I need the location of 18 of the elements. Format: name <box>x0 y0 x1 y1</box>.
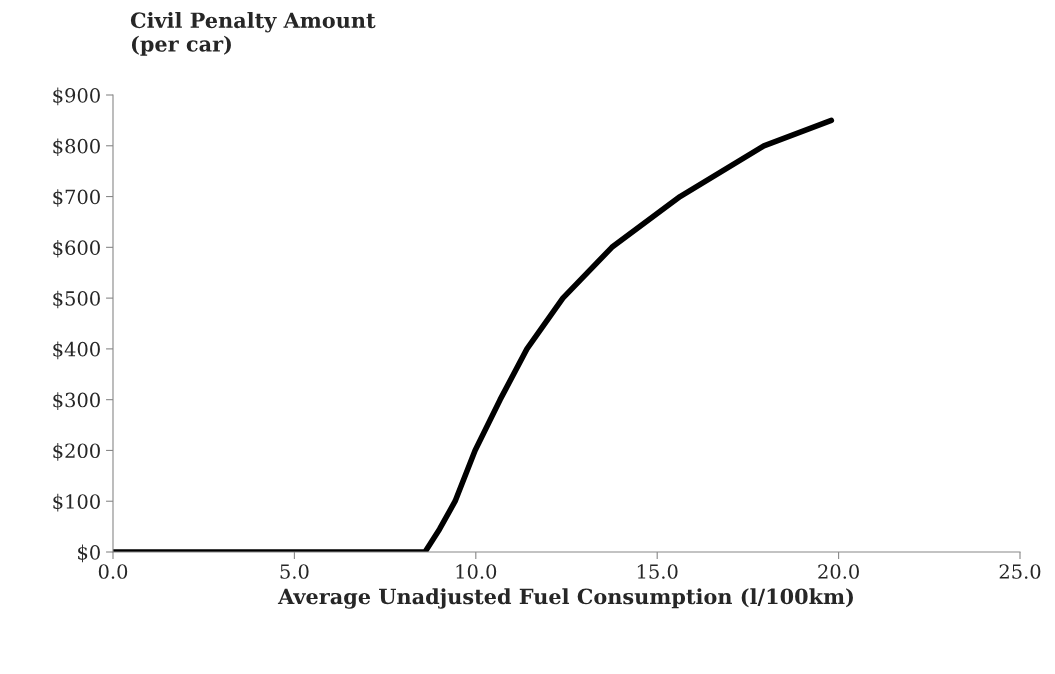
x-tick-label: 20.0 <box>818 564 859 579</box>
x-tick-label: 5.0 <box>280 564 309 579</box>
y-tick-label: $700 <box>53 189 100 207</box>
y-tick-label: $600 <box>53 239 100 258</box>
y-tick-label: $200 <box>53 443 100 461</box>
y-tick-label: $0 <box>78 544 100 563</box>
x-tick-label: 0.0 <box>98 564 128 579</box>
y-tick-label: $300 <box>53 392 100 410</box>
y-tick-label: $100 <box>53 493 100 512</box>
x-axis-title: Average Unadjusted Fuel Consumption (l/100km) <box>277 588 853 609</box>
y-tick-label: $800 <box>53 138 100 157</box>
x-tick-label: 10.0 <box>456 564 497 579</box>
y-tick-label: $500 <box>53 290 100 309</box>
x-tick-label: 25.0 <box>999 564 1041 579</box>
x-tick-label: 15.0 <box>637 564 678 579</box>
y-tick-label: $900 <box>53 87 100 106</box>
y-axis-title: Civil Penalty Amount (per car) <box>130 12 376 56</box>
y-tick-label: $400 <box>53 341 100 360</box>
